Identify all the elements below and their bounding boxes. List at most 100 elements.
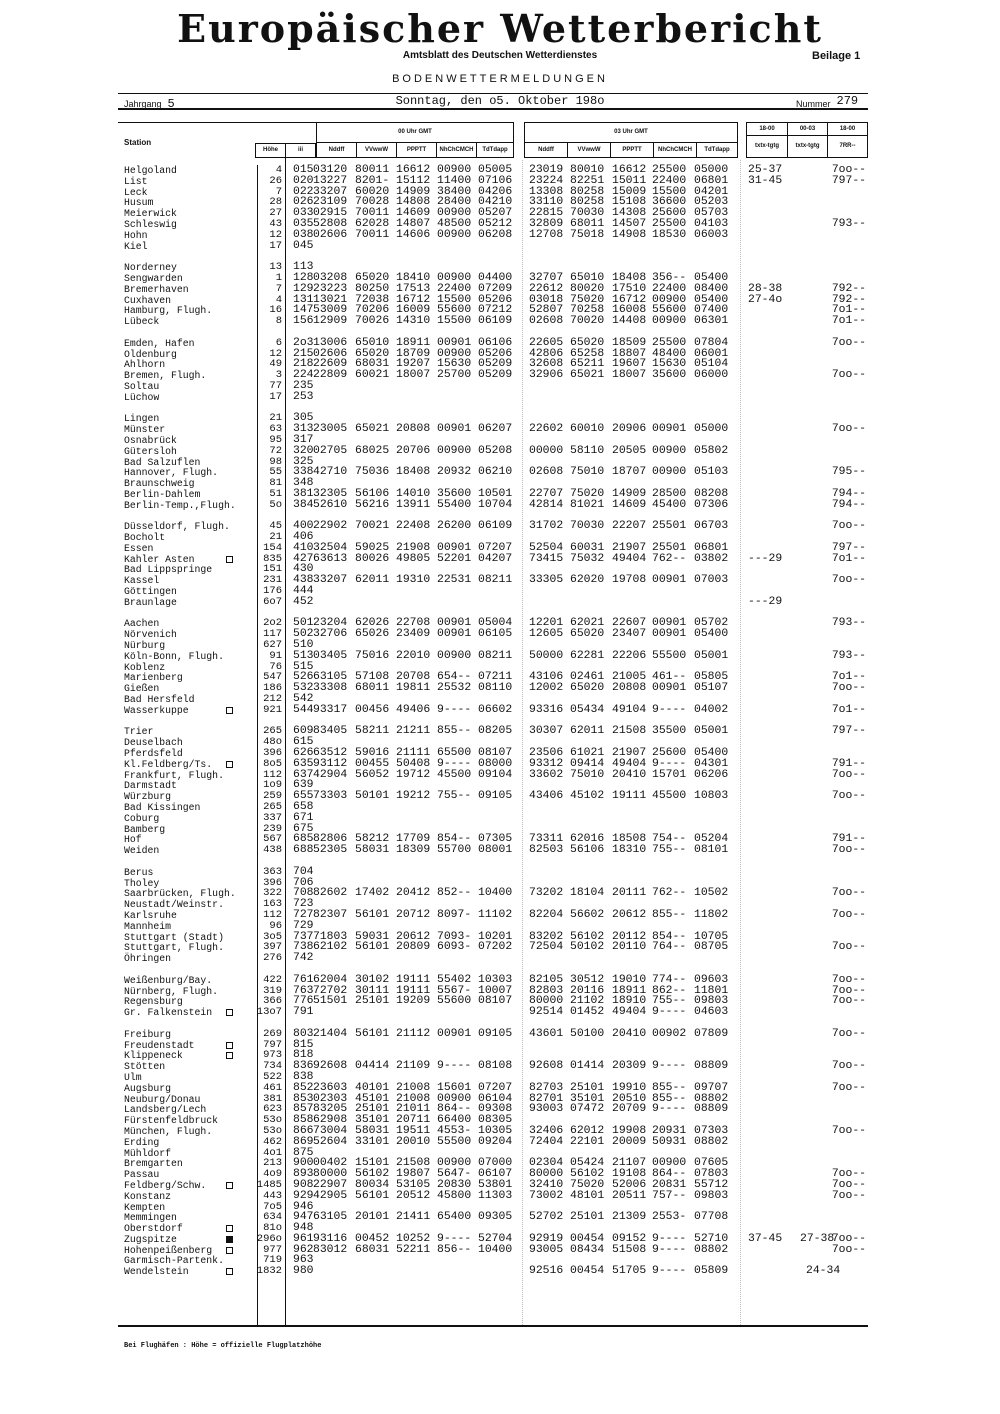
temp-00-03: 24-34 [806, 1265, 841, 1278]
document-subtitle: Amtsblatt des Deutschen Wetterdienstes [402, 50, 598, 61]
obs-00-group: 92608 [313, 1060, 348, 1073]
obs-00-group: 22408 [396, 520, 431, 533]
station-name: Hohn [124, 229, 148, 241]
obs-03-group: 20510 [612, 1092, 647, 1105]
obs-03-group: 00901 [652, 628, 687, 641]
station-name: Berlin-Temp.,Flugh. [124, 499, 236, 511]
station-height: 381 [263, 1092, 282, 1105]
obs-00-group: 68011 [355, 682, 390, 695]
station-height: 396 [263, 747, 282, 760]
obs-03-group: 762-- [652, 552, 687, 565]
obs-03-group: 20110 [612, 941, 647, 954]
obs-03-group: 25501 [652, 520, 687, 533]
table-row: Braunlage 6o7 452 ---29 [0, 596, 1000, 608]
station-height: 186 [263, 682, 282, 695]
obs-03-group: 08809 [694, 1103, 729, 1116]
obs-03-group: 20511 [612, 1189, 647, 1202]
station-name: Braunschweig [124, 478, 195, 490]
station-height: 231 [263, 574, 282, 587]
obs-03-group: 18807 [612, 347, 647, 360]
obs-00-group: 63105 [313, 671, 348, 684]
obs-00-group: 10305 [478, 1124, 513, 1137]
station-height: 63 [269, 423, 282, 436]
table-row: Kassel 231 438 33207 62011 19310 22531 08211 333… [0, 574, 1000, 587]
station-name: Stuttgart (Stadt) [124, 931, 224, 943]
obs-00-group: 63512 [313, 747, 348, 760]
obs-03-group: 22612 [529, 282, 564, 295]
obs-00-group: 00900 [437, 164, 472, 176]
obs-03-group: 05000 [694, 164, 729, 176]
station-name: Oldenburg [124, 348, 177, 360]
station-index: 893 [293, 1168, 314, 1181]
obs-03-group: 20906 [612, 423, 647, 436]
obs-00-group: 93116 [313, 1232, 348, 1245]
obs-00-group: 06106 [478, 336, 513, 349]
obs-03-group: 21309 [612, 1211, 647, 1224]
obs-03-group: 25500 [652, 336, 687, 349]
station-index: 818 [293, 1049, 314, 1062]
table-row: Cuxhaven 4 131 13021 72038 16712 15500 05206 030… [0, 293, 1000, 306]
station-name: Nörvenich [124, 629, 177, 641]
obs-00-group: 22010 [396, 649, 431, 662]
obs-00-group: 14010 [396, 487, 431, 500]
obs-00-group: 23204 [313, 617, 348, 630]
station-index: 908 [293, 1178, 314, 1191]
station-height: 12 [269, 347, 282, 360]
station-height: 12 [269, 228, 282, 241]
station-name: Frankfurt, Flugh. [124, 769, 224, 781]
obs-03-group: 42806 [529, 347, 564, 360]
station-name: Bocholt [124, 532, 166, 544]
obs-03-group: 28500 [652, 487, 687, 500]
station-index: 338 [293, 466, 314, 479]
table-row: Oldenburg 12 215 02606 65020 18709 00900 05206 4… [0, 347, 1000, 360]
precip-18-00: 7oo-- [831, 1124, 866, 1137]
obs-03-group: 25600 [652, 747, 687, 760]
table-row: Frankfurt, Flugh. 112 637 42904 56052 19712 45… [0, 768, 1000, 781]
obs-03-group: 19108 [612, 1168, 647, 1181]
table-row: Münster 63 313 23005 65021 20808 00901 06207 226… [0, 423, 1000, 436]
precip-18-00: 792-- [831, 282, 866, 295]
obs-03-group: 10502 [694, 887, 729, 900]
obs-00-group: 22400 [437, 282, 472, 295]
station-height: 95 [269, 433, 282, 446]
obs-00-group: 65400 [437, 1211, 472, 1224]
obs-03-group: 18530 [652, 228, 687, 241]
obs-00-group: 75016 [355, 649, 390, 662]
obs-03-group: 21107 [612, 1157, 647, 1170]
station-height: 1o9 [263, 779, 282, 792]
obs-00-group: 00900 [437, 271, 472, 284]
station-index: 348 [293, 477, 314, 490]
station-index: 131 [293, 293, 314, 306]
obs-00-group: 56101 [355, 908, 390, 921]
obs-03-group: 18911 [612, 984, 647, 997]
obs-00-group: 19209 [396, 995, 431, 1008]
obs-03-group: 00900 [652, 444, 687, 457]
obs-03-group: 07605 [694, 1157, 729, 1170]
obs-03-group: 864-- [652, 1168, 687, 1181]
station-height: 259 [263, 790, 282, 803]
header-group-03-2: PPPTT [610, 142, 654, 158]
obs-03-group: 07003 [694, 574, 729, 587]
obs-03-group: 15701 [652, 768, 687, 781]
table-row: Pferdsfeld 396 626 63512 59016 21111 65500 0810… [0, 747, 1000, 760]
station-index: 430 [293, 563, 314, 576]
station-name: Stuttgart, Flugh. [124, 942, 224, 954]
station-index: 045 [293, 239, 314, 252]
station-index: 502 [293, 628, 314, 641]
obs-03-group: 70030 [570, 207, 605, 220]
table-row: Bremerhaven 7 129 23223 80250 17513 22400 07209… [0, 282, 1000, 295]
obs-03-group: 82503 [529, 844, 564, 857]
table-row: Neuburg/Donau 381 853 02303 45101 21008 00900 0… [0, 1092, 1000, 1105]
obs-00-group: 33101 [355, 1135, 390, 1148]
obs-00-group: 10007 [478, 984, 513, 997]
obs-00-group: 19212 [396, 790, 431, 803]
table-row: Fürstenfeldbruck 53o 858 62908 35101 20711 664… [0, 1114, 1000, 1126]
obs-00-group: 20808 [396, 423, 431, 436]
obs-00-group: 23409 [396, 628, 431, 641]
obs-00-group: 13021 [313, 293, 348, 306]
station-name: Kassel [124, 575, 160, 587]
station-height: 567 [263, 833, 282, 846]
station-index: 776 [293, 995, 314, 1008]
obs-00-group: 80000 [313, 1168, 348, 1181]
obs-00-group: 852-- [437, 887, 472, 900]
